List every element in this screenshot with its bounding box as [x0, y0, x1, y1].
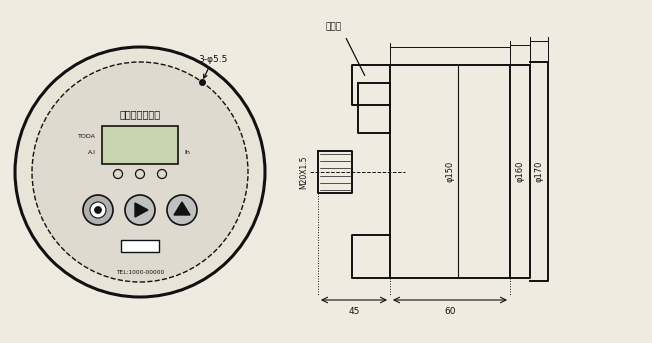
Text: φ160: φ160 — [516, 161, 524, 182]
Polygon shape — [174, 202, 190, 215]
Circle shape — [167, 195, 197, 225]
Text: φ150: φ150 — [445, 161, 454, 182]
Text: 60: 60 — [444, 307, 456, 316]
Ellipse shape — [32, 62, 248, 282]
Bar — [121, 240, 159, 252]
Text: 45: 45 — [348, 307, 360, 316]
Polygon shape — [135, 203, 148, 217]
Text: φ170: φ170 — [535, 161, 544, 182]
Circle shape — [90, 202, 106, 218]
Text: M20X1.5: M20X1.5 — [299, 155, 308, 189]
Text: TODA: TODA — [78, 133, 96, 139]
Circle shape — [95, 206, 102, 213]
Text: A.I: A.I — [88, 150, 96, 154]
Bar — [102, 126, 178, 164]
Text: TEL:1000-00000: TEL:1000-00000 — [116, 270, 164, 274]
Text: 接线盒: 接线盒 — [325, 22, 341, 31]
Text: Ih: Ih — [184, 150, 190, 154]
Circle shape — [15, 47, 265, 297]
Circle shape — [125, 195, 155, 225]
Circle shape — [83, 195, 113, 225]
Text: 3-φ5.5: 3-φ5.5 — [198, 55, 228, 78]
Text: 压力变送控制器: 压力变送控制器 — [119, 109, 160, 119]
